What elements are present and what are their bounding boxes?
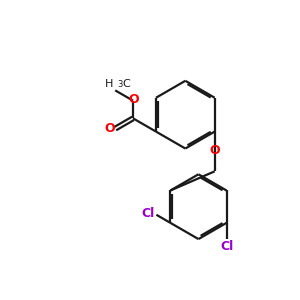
Text: O: O <box>128 93 139 106</box>
Text: Cl: Cl <box>142 207 155 220</box>
Text: O: O <box>105 122 115 135</box>
Text: H: H <box>105 79 114 88</box>
Text: Cl: Cl <box>220 240 233 253</box>
Text: O: O <box>209 144 220 157</box>
Text: 3: 3 <box>118 80 123 88</box>
Text: C: C <box>123 79 130 88</box>
